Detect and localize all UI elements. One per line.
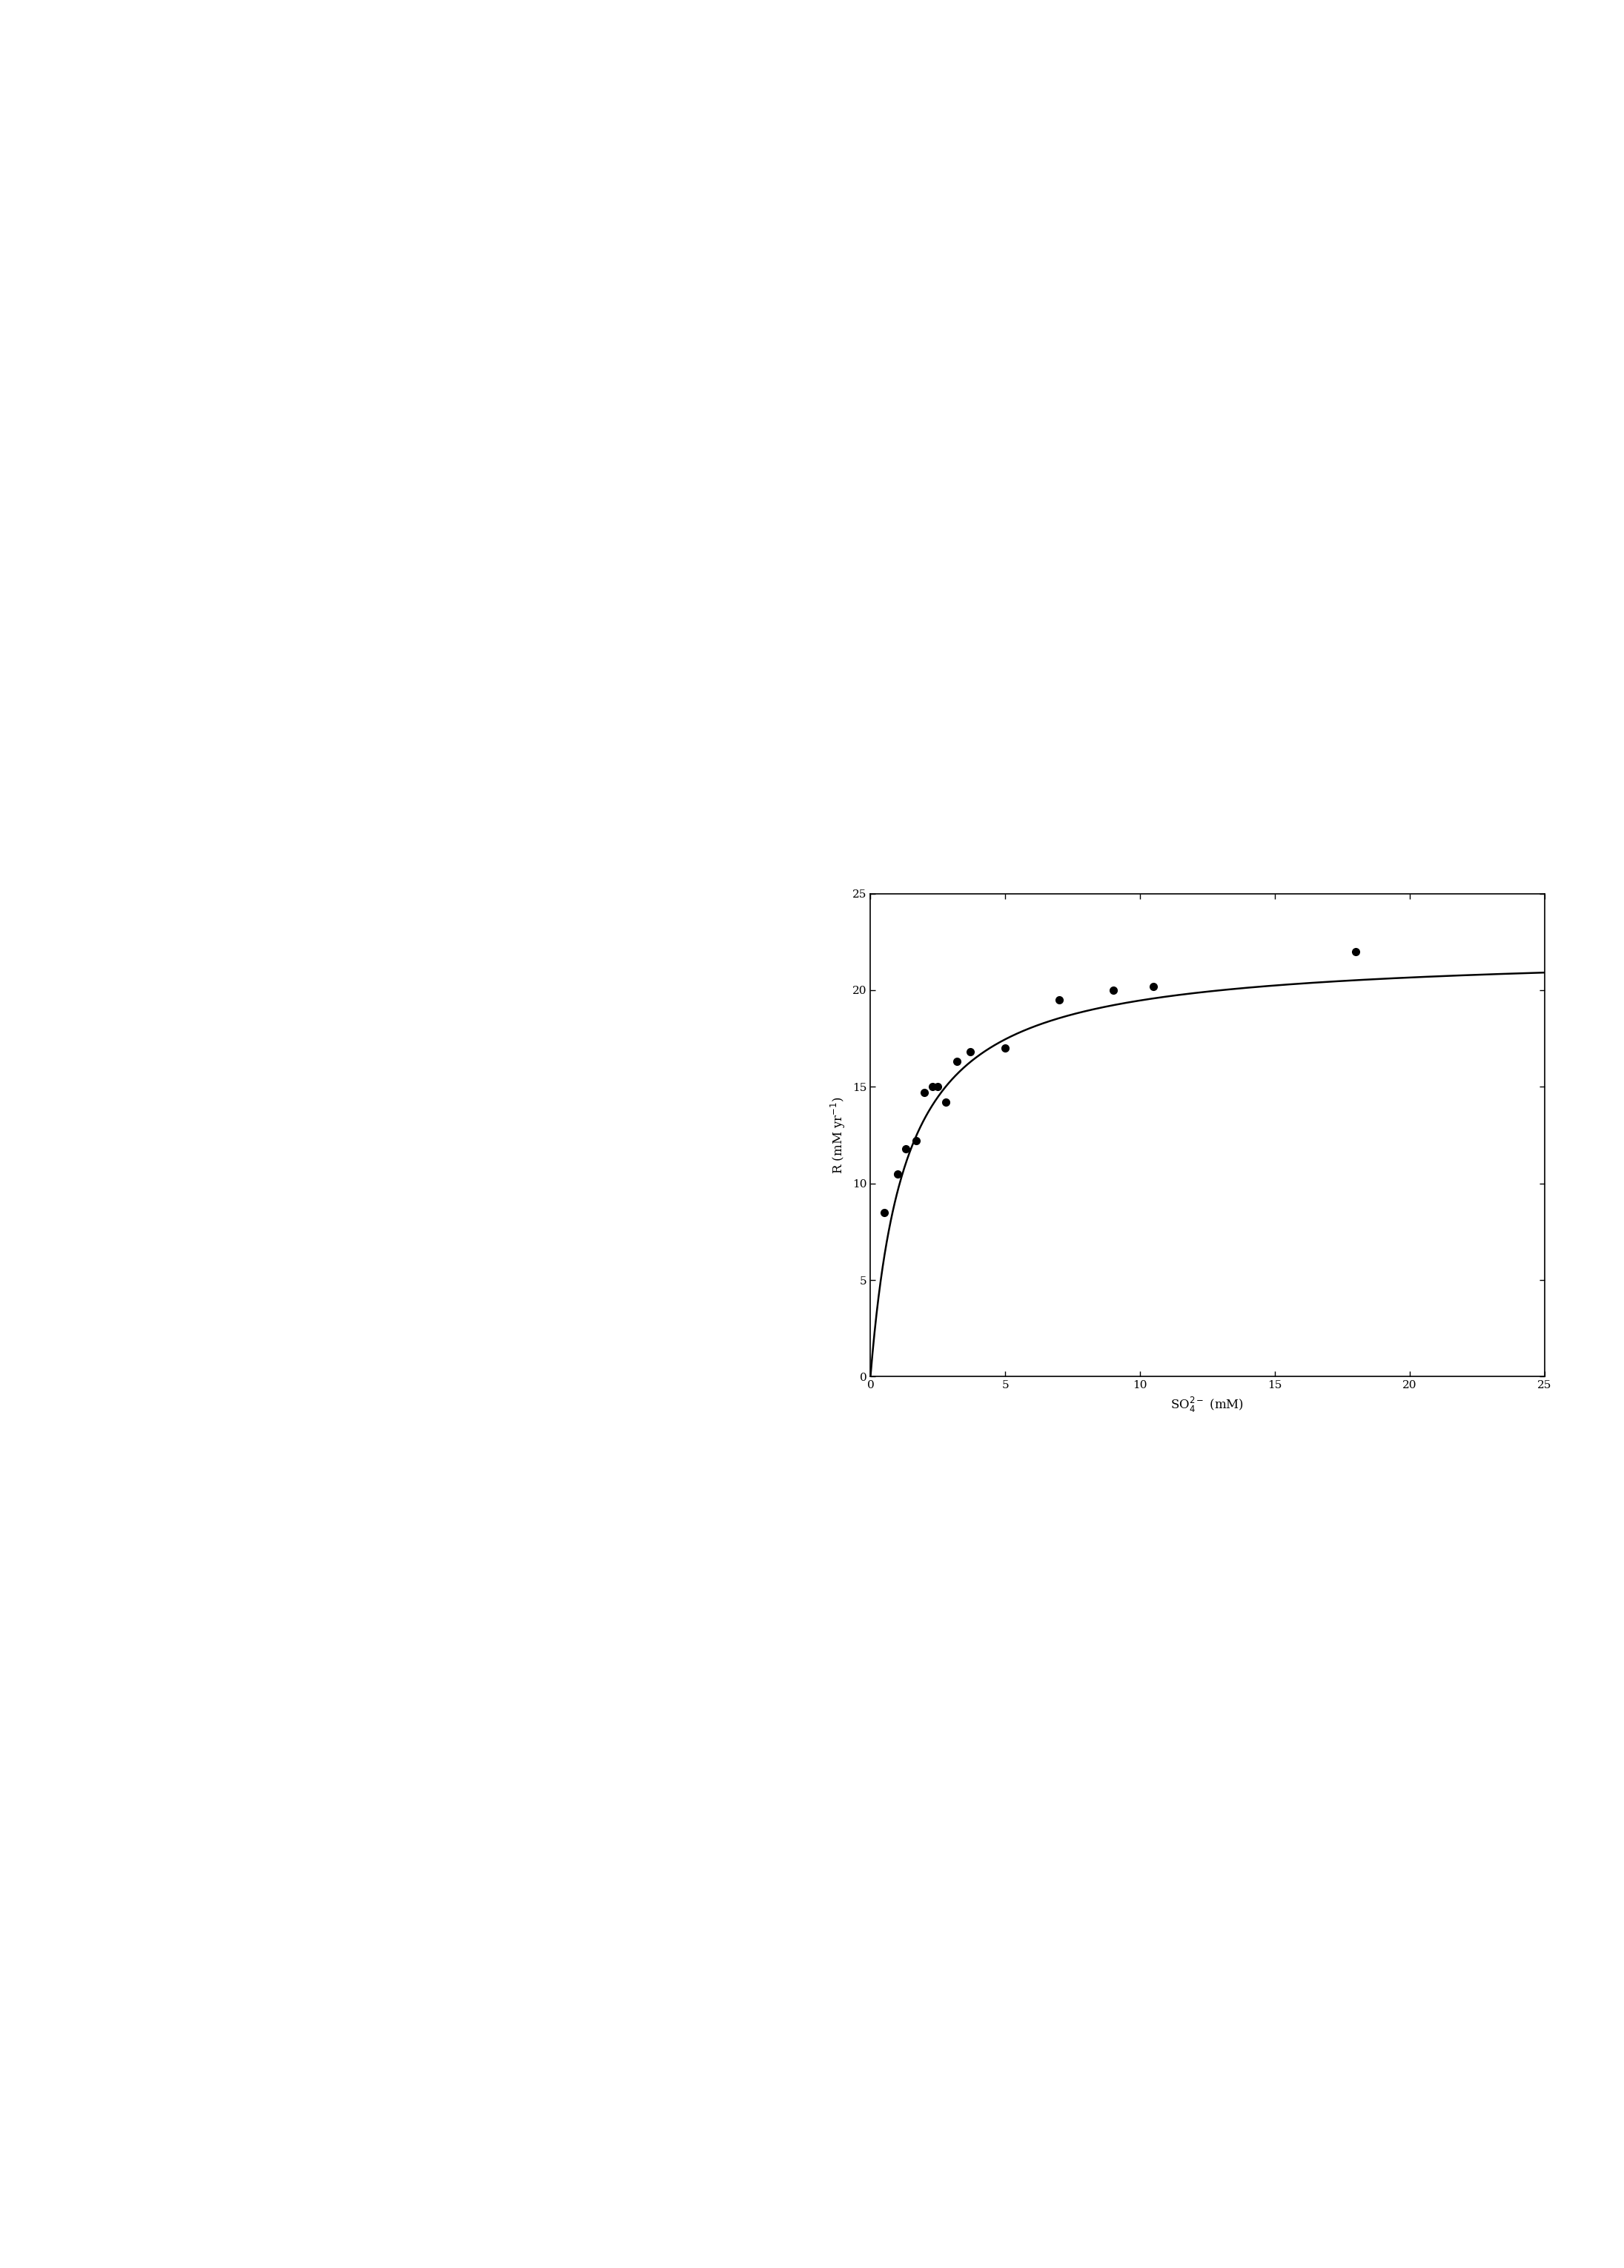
Point bbox=[885, 1157, 911, 1193]
Point bbox=[992, 1030, 1018, 1066]
Point bbox=[926, 1068, 952, 1105]
Point bbox=[903, 1123, 929, 1159]
Y-axis label: R (mM yr$^{-1}$): R (mM yr$^{-1}$) bbox=[830, 1095, 848, 1175]
Point bbox=[1140, 968, 1166, 1005]
Point bbox=[957, 1034, 983, 1070]
Point bbox=[1099, 973, 1125, 1009]
Point bbox=[932, 1084, 958, 1120]
Point bbox=[919, 1068, 945, 1105]
Point bbox=[870, 1195, 896, 1232]
Point bbox=[893, 1129, 919, 1166]
Point bbox=[1046, 982, 1072, 1018]
X-axis label: SO$_4^{2-}$ (mM): SO$_4^{2-}$ (mM) bbox=[1171, 1395, 1244, 1415]
Point bbox=[1343, 934, 1369, 971]
Point bbox=[911, 1075, 937, 1111]
Point bbox=[944, 1043, 970, 1080]
